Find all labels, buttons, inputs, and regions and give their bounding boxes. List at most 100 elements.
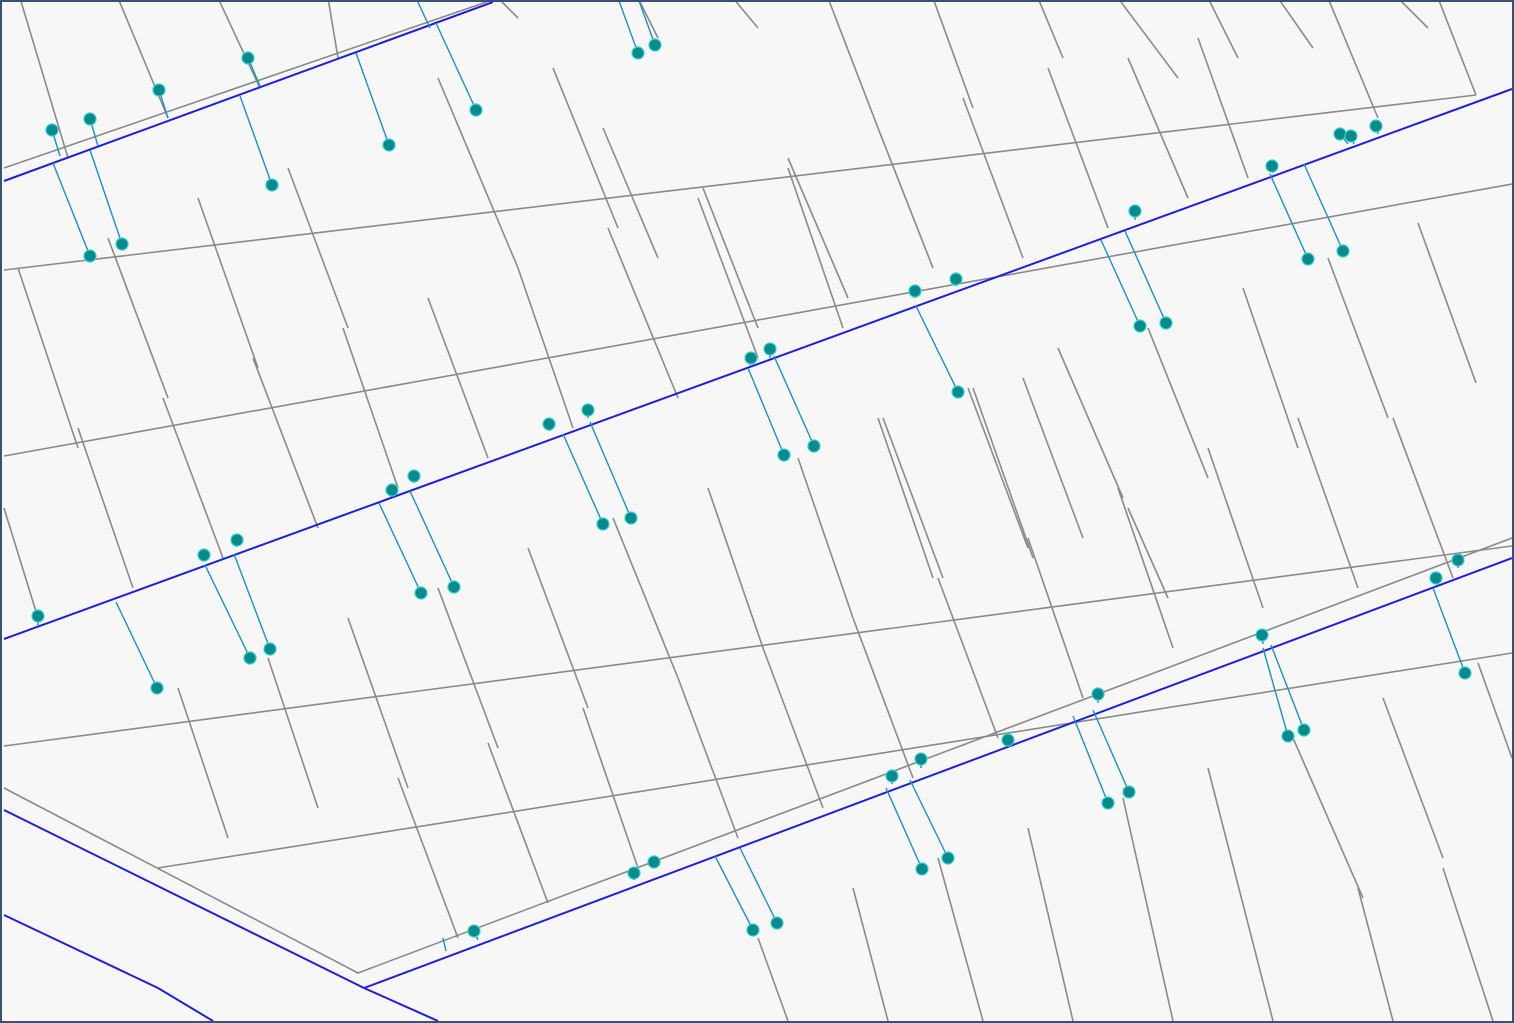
parcel-side-42 [1242, 287, 1299, 449]
parcel-side-40 [1057, 347, 1124, 499]
service-node-40[interactable] [150, 681, 164, 695]
parcel-side-67 [852, 617, 914, 779]
parcel-side-22 [602, 127, 659, 259]
parcel-side-53 [707, 487, 764, 649]
parcel-side-7 [933, 2, 974, 109]
service-line-6 [239, 95, 273, 186]
service-node-51[interactable] [914, 752, 928, 766]
service-node-35[interactable] [197, 548, 211, 562]
service-node-0[interactable] [45, 123, 59, 137]
service-node-37[interactable] [243, 651, 257, 665]
service-nodes-layer[interactable] [31, 38, 1472, 938]
service-node-17[interactable] [1265, 159, 1279, 173]
main-line-4 [3, 914, 214, 1021]
service-node-36[interactable] [230, 533, 244, 547]
service-node-20[interactable] [1333, 127, 1347, 141]
parcel-side-70 [1127, 507, 1169, 599]
parcel-side-20 [500, 2, 519, 19]
service-line-7 [355, 52, 390, 146]
service-node-45[interactable] [1451, 553, 1465, 567]
service-node-21[interactable] [1344, 129, 1358, 143]
parcel-boundary-3 [3, 545, 1512, 747]
service-node-43[interactable] [1297, 723, 1311, 737]
service-node-53[interactable] [941, 851, 955, 865]
service-node-16[interactable] [1128, 204, 1142, 218]
service-node-41[interactable] [1255, 628, 1269, 642]
service-node-3[interactable] [115, 237, 129, 251]
service-node-12[interactable] [949, 272, 963, 286]
service-node-32[interactable] [407, 469, 421, 483]
service-node-46[interactable] [1458, 666, 1472, 680]
service-node-42[interactable] [1281, 729, 1295, 743]
service-line-8 [435, 22, 477, 111]
parcel-side-30 [3, 507, 39, 619]
service-node-4[interactable] [152, 83, 166, 97]
service-line-9 [417, 2, 431, 29]
service-line-45 [1432, 587, 1466, 674]
service-node-26[interactable] [807, 439, 821, 453]
parcel-side-66 [762, 647, 824, 809]
service-node-19[interactable] [1336, 244, 1350, 258]
parcel-side-41 [1147, 327, 1209, 479]
service-node-58[interactable] [770, 916, 784, 930]
parcel-side-34 [342, 327, 399, 489]
service-node-24[interactable] [763, 342, 777, 356]
service-node-44[interactable] [1429, 571, 1443, 585]
parcel-side-23 [702, 187, 759, 329]
service-node-31[interactable] [385, 483, 399, 497]
service-node-6[interactable] [265, 178, 279, 192]
parcel-boundary-1 [3, 94, 1477, 271]
service-node-7[interactable] [382, 138, 396, 152]
service-node-33[interactable] [414, 586, 428, 600]
parcel-side-56 [972, 387, 1034, 559]
service-node-11[interactable] [908, 284, 922, 298]
service-node-49[interactable] [1122, 785, 1136, 799]
parcel-side-14 [1438, 2, 1477, 96]
service-node-5[interactable] [241, 51, 255, 65]
service-node-52[interactable] [915, 862, 929, 876]
parcel-side-28 [1127, 57, 1189, 199]
service-node-30[interactable] [624, 511, 638, 525]
service-node-27[interactable] [542, 417, 556, 431]
service-line-52 [909, 779, 949, 859]
service-node-23[interactable] [744, 351, 758, 365]
parcel-side-24 [787, 157, 849, 299]
service-node-22[interactable] [1369, 119, 1383, 133]
parcel-side-45 [877, 417, 934, 579]
service-node-39[interactable] [31, 609, 45, 623]
parcel-side-27 [1047, 67, 1109, 229]
parcel-side-52 [612, 517, 679, 679]
service-node-13[interactable] [951, 385, 965, 399]
service-node-56[interactable] [647, 855, 661, 869]
service-node-18[interactable] [1301, 252, 1315, 266]
service-node-59[interactable] [467, 924, 481, 938]
service-node-38[interactable] [263, 642, 277, 656]
service-node-50[interactable] [885, 769, 899, 783]
parcel-side-39 [787, 167, 844, 329]
service-node-10[interactable] [648, 38, 662, 52]
service-node-15[interactable] [1159, 316, 1173, 330]
parcel-side-29 [1197, 37, 1249, 179]
parcel-side-81 [1357, 887, 1394, 1021]
service-node-9[interactable] [631, 46, 645, 60]
service-line-12 [915, 305, 959, 393]
service-node-8[interactable] [469, 103, 483, 117]
service-node-25[interactable] [777, 448, 791, 462]
service-node-47[interactable] [1091, 687, 1105, 701]
service-node-57[interactable] [746, 923, 760, 937]
parcel-side-3 [327, 2, 339, 59]
service-node-14[interactable] [1133, 319, 1147, 333]
service-node-2[interactable] [83, 249, 97, 263]
service-node-28[interactable] [581, 403, 595, 417]
parcel-side-1 [118, 2, 169, 119]
service-node-34[interactable] [447, 580, 461, 594]
service-node-1[interactable] [83, 112, 97, 126]
service-node-55[interactable] [627, 866, 641, 880]
service-node-48[interactable] [1101, 796, 1115, 810]
parcel-boundary-0 [3, 2, 489, 169]
service-node-29[interactable] [596, 517, 610, 531]
parcel-side-68 [937, 577, 999, 739]
service-node-54[interactable] [1001, 733, 1015, 747]
